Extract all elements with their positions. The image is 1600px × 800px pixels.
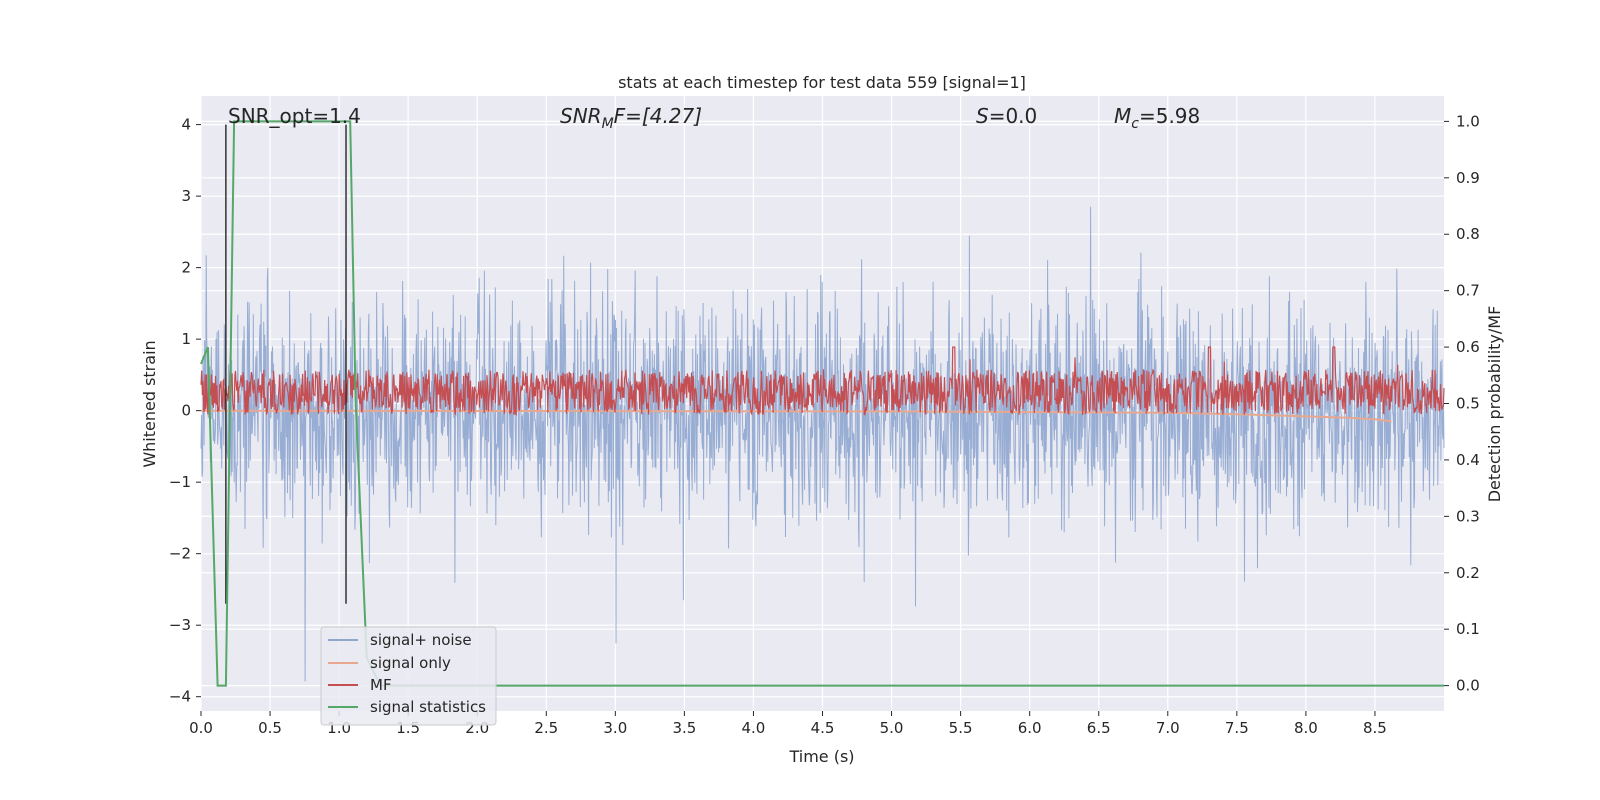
x-tick-label: 4.5 bbox=[811, 719, 835, 737]
y-tick-label: 3 bbox=[181, 187, 191, 205]
annotation-s-prefix: S bbox=[976, 104, 989, 128]
y-right-tick-label: 1.0 bbox=[1456, 112, 1480, 130]
x-tick-label: 8.0 bbox=[1294, 719, 1318, 737]
annotation-snr-mf-prefix: SNR bbox=[560, 104, 602, 128]
y-tick-label: −1 bbox=[169, 473, 191, 491]
signal-noise-line bbox=[200, 206, 1445, 682]
annotation-snr-opt: SNR_opt=1.4 bbox=[228, 104, 361, 128]
y-tick-label: −4 bbox=[169, 688, 191, 706]
vertical-markers bbox=[225, 124, 347, 604]
y-right-tick-label: 0.6 bbox=[1456, 338, 1480, 356]
annotation-mc-suffix: =5.98 bbox=[1139, 104, 1200, 128]
annotation-mc-prefix: M bbox=[1114, 104, 1131, 128]
y-right-tick-label: 0.3 bbox=[1456, 507, 1480, 525]
y-right-tick-label: 0.1 bbox=[1456, 620, 1480, 638]
annotation-snr-mf-sub: M bbox=[602, 116, 614, 132]
signal-only-series bbox=[200, 409, 1392, 423]
legend-label-signal-statistics: signal statistics bbox=[370, 698, 486, 716]
y-tick-label: −2 bbox=[169, 545, 191, 563]
y-axis-label: Whitened strain bbox=[140, 340, 159, 467]
y-right-tick-label: 0.0 bbox=[1456, 677, 1480, 695]
mf-line bbox=[200, 346, 1445, 417]
x-axis-ticks: 0.0 0.5 1.0 1.5 2.0 2.5 3.0 3.5 4.0 4.5 5.0 5.5 6.0 6… bbox=[189, 711, 1387, 737]
x-tick-label: 6.0 bbox=[1018, 719, 1042, 737]
x-axis-label: Time (s) bbox=[788, 747, 854, 766]
legend-box bbox=[320, 626, 497, 726]
annotation-snr-mf: SNRMF=[4.27] bbox=[560, 104, 702, 132]
annotation-s-suffix: =0.0 bbox=[989, 104, 1038, 128]
y-right-tick-label: 0.7 bbox=[1456, 282, 1480, 300]
legend-label-signal-only: signal only bbox=[370, 654, 451, 672]
x-tick-label: 4.0 bbox=[742, 719, 766, 737]
y-right-tick-label: 0.9 bbox=[1456, 169, 1480, 187]
y-tick-label: 1 bbox=[181, 330, 191, 348]
x-tick-label: 2.5 bbox=[534, 719, 558, 737]
y-right-tick-label: 0.8 bbox=[1456, 225, 1480, 243]
x-tick-label: 5.0 bbox=[880, 719, 904, 737]
y-tick-label: 2 bbox=[181, 259, 191, 277]
y-tick-label: 0 bbox=[181, 402, 191, 420]
legend-label-signal-noise: signal+ noise bbox=[370, 631, 472, 649]
y-axis-ticks: 4 3 2 1 0 −1 −2 −3 −4 bbox=[169, 116, 201, 706]
x-tick-label: 6.5 bbox=[1087, 719, 1111, 737]
x-tick-label: 7.5 bbox=[1225, 719, 1249, 737]
y-axis-right-ticks: 1.0 0.9 0.8 0.7 0.6 0.5 0.4 0.3 0.2 0.1 0.0 bbox=[1444, 112, 1480, 695]
y-right-tick-label: 0.5 bbox=[1456, 395, 1480, 413]
y-tick-label: −3 bbox=[169, 616, 191, 634]
y-tick-label: 4 bbox=[181, 116, 191, 134]
annotation-s: S=0.0 bbox=[976, 104, 1037, 128]
x-tick-label: 8.5 bbox=[1363, 719, 1387, 737]
x-tick-label: 3.5 bbox=[672, 719, 696, 737]
legend-label-mf: MF bbox=[370, 676, 392, 694]
y-right-tick-label: 0.4 bbox=[1456, 451, 1480, 469]
y-right-tick-label: 0.2 bbox=[1456, 564, 1480, 582]
chart-title: stats at each timestep for test data 559… bbox=[618, 73, 1026, 92]
annotation-mc-sub: c bbox=[1131, 116, 1139, 132]
x-tick-label: 0.5 bbox=[258, 719, 282, 737]
x-tick-label: 5.5 bbox=[949, 719, 973, 737]
x-tick-label: 3.0 bbox=[603, 719, 627, 737]
annotation-snr-mf-suffix: F=[4.27] bbox=[614, 104, 702, 128]
y-axis-right-label: Detection probability/MF bbox=[1485, 306, 1504, 503]
mf-series bbox=[200, 346, 1445, 417]
signal-only-line bbox=[200, 409, 1392, 423]
annotation-mc: Mc=5.98 bbox=[1114, 104, 1200, 132]
x-tick-label: 0.0 bbox=[189, 719, 213, 737]
signal-noise-series bbox=[200, 206, 1445, 682]
legend: signal+ noise signal only MF signal stat… bbox=[320, 626, 497, 726]
x-tick-label: 7.0 bbox=[1156, 719, 1180, 737]
